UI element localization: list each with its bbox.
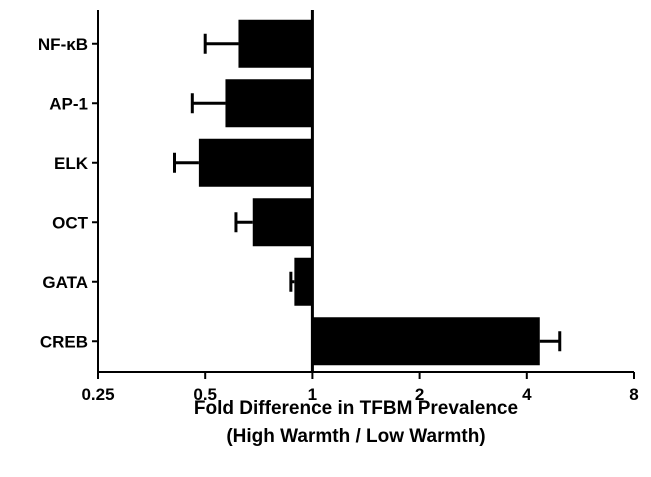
- category-label-0: NF-κB: [38, 35, 88, 54]
- x-tick-label-1: 0.5: [193, 385, 217, 404]
- axes-group: [92, 10, 635, 379]
- bar-4: [294, 257, 313, 306]
- category-label-1: AP-1: [49, 94, 88, 113]
- category-label-2: ELK: [54, 154, 89, 173]
- bar-1: [225, 79, 313, 128]
- tick-labels-group: 0.25 0.5 1 2 4 8: [81, 385, 638, 404]
- x-tick-label-0: 0.25: [81, 385, 114, 404]
- category-label-4: GATA: [42, 273, 88, 292]
- x-axis-title-line2: (High Warmth / Low Warmth): [226, 426, 485, 447]
- bars-group: [198, 19, 540, 366]
- x-tick-label-5: 8: [629, 385, 638, 404]
- bar-2: [198, 138, 313, 187]
- x-axis-title-line1: Fold Difference in TFBM Prevalence: [194, 398, 518, 419]
- category-label-3: OCT: [52, 213, 89, 232]
- error-bars-group: [173, 33, 562, 352]
- bar-0: [238, 19, 313, 68]
- bar-3: [252, 198, 313, 247]
- x-tick-label-3: 2: [415, 385, 424, 404]
- x-tick-label-2: 1: [308, 385, 317, 404]
- bar-5: [312, 317, 540, 366]
- x-tick-label-4: 4: [522, 385, 532, 404]
- category-labels-group: NF-κB AP-1 ELK OCT GATA CREB: [38, 35, 89, 352]
- category-label-5: CREB: [40, 332, 88, 351]
